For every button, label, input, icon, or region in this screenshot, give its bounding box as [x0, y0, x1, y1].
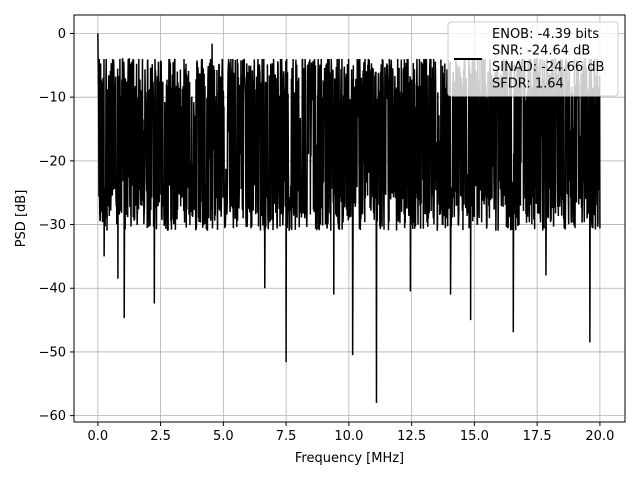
legend-entry-line: SINAD: -24.66 dB — [492, 60, 604, 75]
legend-entry-line: ENOB: -4.39 bits — [492, 27, 599, 42]
y-tick-label: −40 — [39, 282, 66, 297]
x-tick-label: 2.5 — [150, 429, 171, 444]
x-tick-label: 12.5 — [397, 429, 426, 444]
axes-frame — [73, 14, 626, 423]
y-tick-label: 0 — [58, 27, 66, 42]
y-axis-label: PSD [dB] — [14, 190, 29, 248]
x-tick-label: 5.0 — [213, 429, 234, 444]
y-tick-label: −60 — [39, 409, 66, 424]
y-tick-label: −30 — [39, 218, 66, 233]
y-tick-label: −10 — [39, 91, 66, 106]
x-tick-label: 20.0 — [585, 429, 614, 444]
legend-entry-line: SNR: -24.64 dB — [492, 44, 590, 59]
y-tick-label: −20 — [39, 154, 66, 169]
legend-entry-line: SFDR: 1.64 — [492, 77, 564, 92]
tick-layer: 0.0 2.5 5.0 7.5 10.0 12.5 15.0 17.5 20.0 0 −10 −20 −… — [39, 27, 615, 444]
x-tick-label: 7.5 — [276, 429, 297, 444]
y-tick-label: −50 — [39, 345, 66, 360]
x-tick-label: 10.0 — [334, 429, 363, 444]
x-tick-label: 15.0 — [460, 429, 489, 444]
x-axis-label: Frequency [MHz] — [295, 451, 404, 466]
x-tick-label: 0.0 — [88, 429, 109, 444]
x-tick-label: 17.5 — [523, 429, 552, 444]
legend-box — [447, 21, 619, 97]
